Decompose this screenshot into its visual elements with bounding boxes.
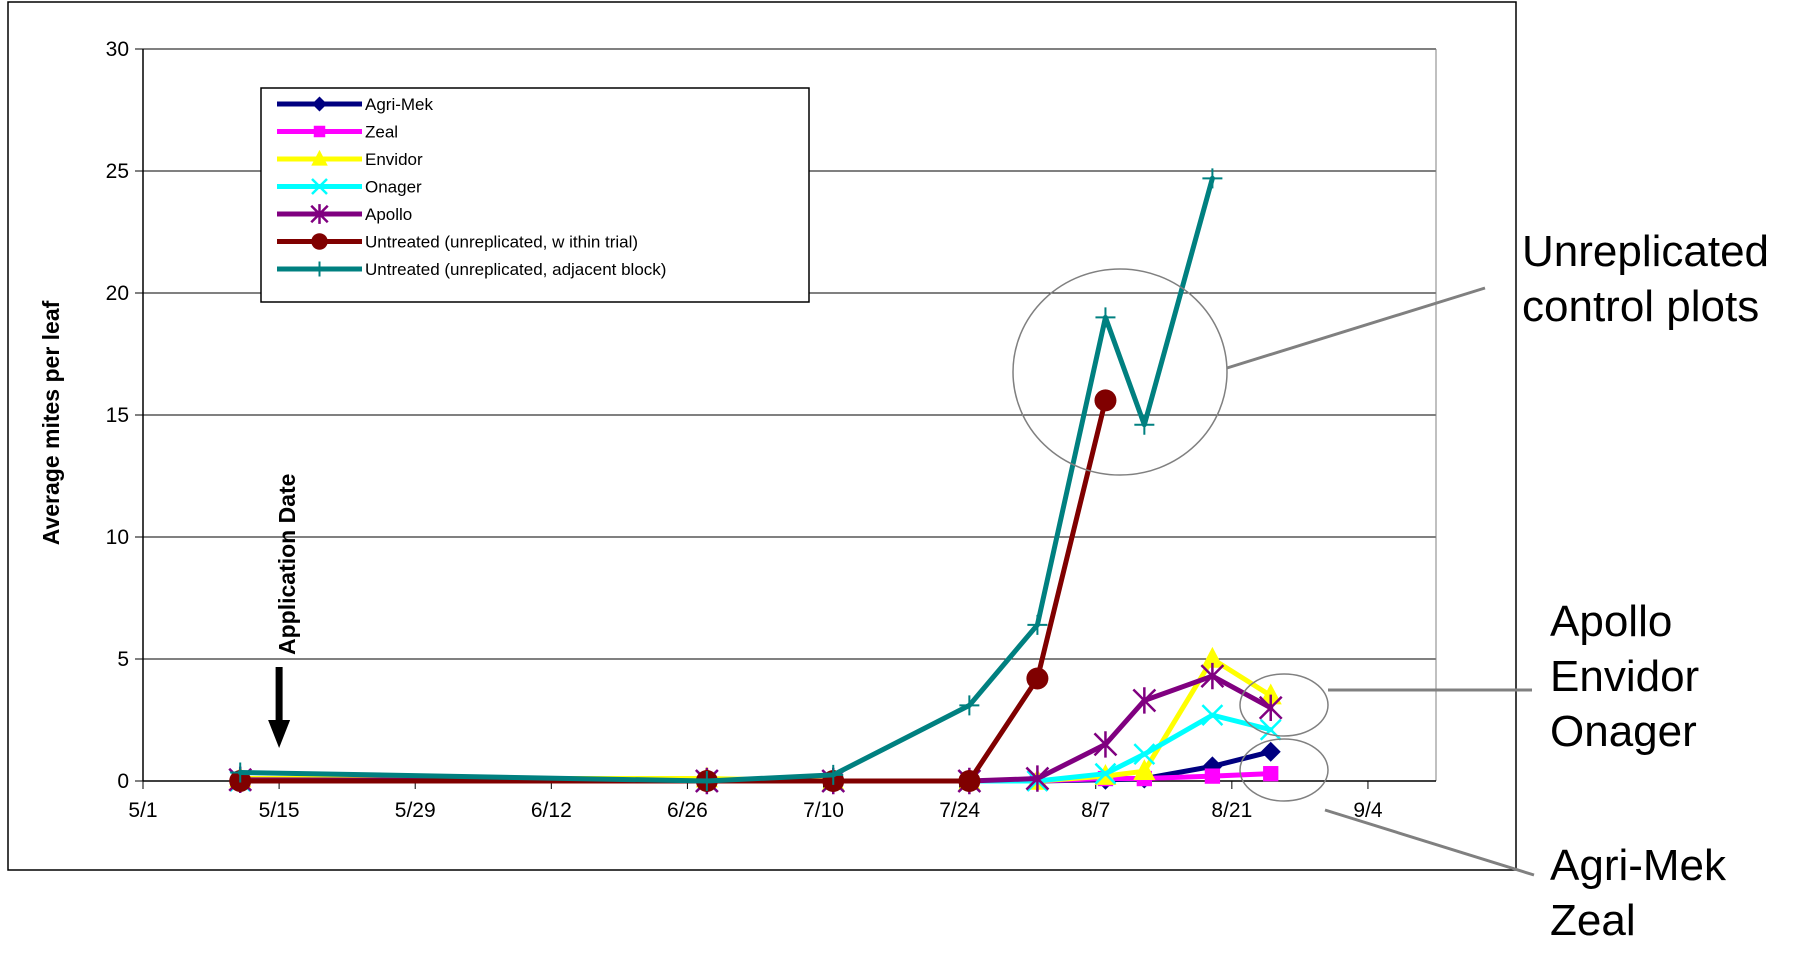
data-point bbox=[313, 125, 326, 138]
data-point bbox=[1026, 667, 1049, 690]
data-point bbox=[1095, 307, 1116, 328]
data-point bbox=[1133, 743, 1156, 766]
legend-entry: Zeal bbox=[277, 123, 398, 142]
application-date-label: Application Date bbox=[274, 474, 300, 655]
data-point bbox=[311, 149, 328, 166]
agrimek-group-circle bbox=[1239, 738, 1329, 802]
apollo-group-circle bbox=[1239, 673, 1329, 737]
apollo-callout-line3: Onager bbox=[1550, 707, 1697, 756]
agrimek-callout-line1: Agri-Mek bbox=[1550, 841, 1727, 890]
data-point bbox=[1259, 683, 1282, 705]
data-point bbox=[1263, 766, 1279, 782]
control-plots-callout-line1: Unreplicated bbox=[1522, 227, 1769, 276]
x-tick-label: 9/4 bbox=[1353, 799, 1383, 822]
data-point bbox=[1134, 414, 1155, 435]
data-point bbox=[1027, 614, 1048, 635]
x-tick-label: 8/7 bbox=[1081, 799, 1110, 822]
y-tick-label: 10 bbox=[106, 526, 129, 549]
legend-label: Agri-Mek bbox=[365, 95, 434, 114]
y-axis-label: Average mites per leaf bbox=[38, 300, 64, 545]
data-point bbox=[311, 178, 328, 195]
apollo-callout-line2: Envidor bbox=[1550, 652, 1699, 701]
agrimek-callout-line2: Zeal bbox=[1550, 896, 1636, 945]
x-tick-label: 7/24 bbox=[939, 799, 980, 822]
legend-entry: Onager bbox=[277, 178, 422, 197]
legend-entry: Envidor bbox=[277, 149, 423, 169]
y-tick-label: 15 bbox=[106, 404, 129, 427]
control-plots-leader bbox=[1226, 286, 1486, 370]
agrimek-group-leader bbox=[1324, 808, 1535, 877]
legend-entry: Untreated (unreplicated, w ithin trial) bbox=[277, 233, 638, 252]
series-layer bbox=[228, 168, 1283, 795]
data-point bbox=[310, 204, 329, 224]
y-tick-label: 25 bbox=[106, 160, 129, 183]
y-tick-label: 0 bbox=[117, 770, 129, 793]
data-point bbox=[1204, 768, 1221, 784]
x-tick-label: 6/12 bbox=[531, 799, 572, 822]
legend-label: Envidor bbox=[365, 150, 423, 169]
x-tick-label: 6/26 bbox=[667, 799, 708, 822]
data-point bbox=[823, 764, 844, 785]
data-point bbox=[312, 96, 327, 112]
legend: Agri-Mek Zeal Envidor Onager Apollo Untreated… bbox=[260, 87, 810, 303]
x-tick-label: 5/1 bbox=[128, 799, 157, 822]
y-tick-labels: 0 5 10 15 20 25 30 bbox=[106, 38, 129, 793]
data-point bbox=[958, 770, 981, 792]
data-point bbox=[1260, 741, 1281, 762]
control-plots-callout-line2: control plots bbox=[1522, 282, 1759, 331]
data-point bbox=[1201, 646, 1224, 668]
data-point bbox=[1132, 687, 1157, 714]
data-point bbox=[696, 771, 717, 791]
legend-label: Apollo bbox=[365, 205, 412, 224]
data-point bbox=[1200, 662, 1225, 690]
series-6 bbox=[230, 168, 1223, 791]
control-plots-circle bbox=[1012, 268, 1228, 476]
legend-entry: Apollo bbox=[277, 204, 412, 224]
apollo-callout-line1: Apollo bbox=[1550, 597, 1672, 646]
legend-label: Untreated (unreplicated, w ithin trial) bbox=[365, 233, 638, 252]
y-tick-label: 20 bbox=[106, 282, 129, 305]
data-point bbox=[1094, 389, 1117, 412]
data-point bbox=[311, 233, 328, 250]
x-tick-label: 8/21 bbox=[1211, 799, 1252, 822]
data-point bbox=[312, 261, 327, 277]
y-tick-label: 5 bbox=[117, 648, 129, 671]
data-point bbox=[230, 762, 251, 783]
x-tick-label: 7/10 bbox=[803, 799, 844, 822]
data-point bbox=[1025, 765, 1050, 792]
data-point bbox=[1201, 704, 1224, 727]
data-point bbox=[1094, 762, 1117, 785]
series-line bbox=[237, 175, 1215, 784]
data-point bbox=[1133, 759, 1156, 781]
data-point bbox=[959, 695, 980, 716]
legend-entry: Untreated (unreplicated, adjacent block) bbox=[277, 260, 666, 279]
legend-label: Untreated (unreplicated, adjacent block) bbox=[365, 260, 666, 279]
x-tick-label: 5/15 bbox=[259, 799, 300, 822]
data-point bbox=[1202, 168, 1223, 189]
legend-box bbox=[260, 87, 810, 303]
data-point bbox=[1258, 694, 1283, 721]
legend-entry: Agri-Mek bbox=[277, 95, 434, 114]
data-point bbox=[1093, 731, 1118, 758]
x-tick-labels: 5/1 5/15 5/29 6/12 6/26 7/10 7/24 8/7 8/21 9/4 bbox=[128, 799, 1382, 822]
application-date-arrowhead-icon bbox=[268, 720, 291, 748]
callouts: Unreplicated control plots Apollo Envido… bbox=[1012, 227, 1769, 945]
legend-label: Onager bbox=[365, 178, 422, 197]
application-date-annotation: Application Date bbox=[268, 474, 300, 748]
y-tick-label: 30 bbox=[106, 38, 129, 61]
legend-label: Zeal bbox=[365, 123, 398, 142]
x-tick-label: 5/29 bbox=[395, 799, 436, 822]
